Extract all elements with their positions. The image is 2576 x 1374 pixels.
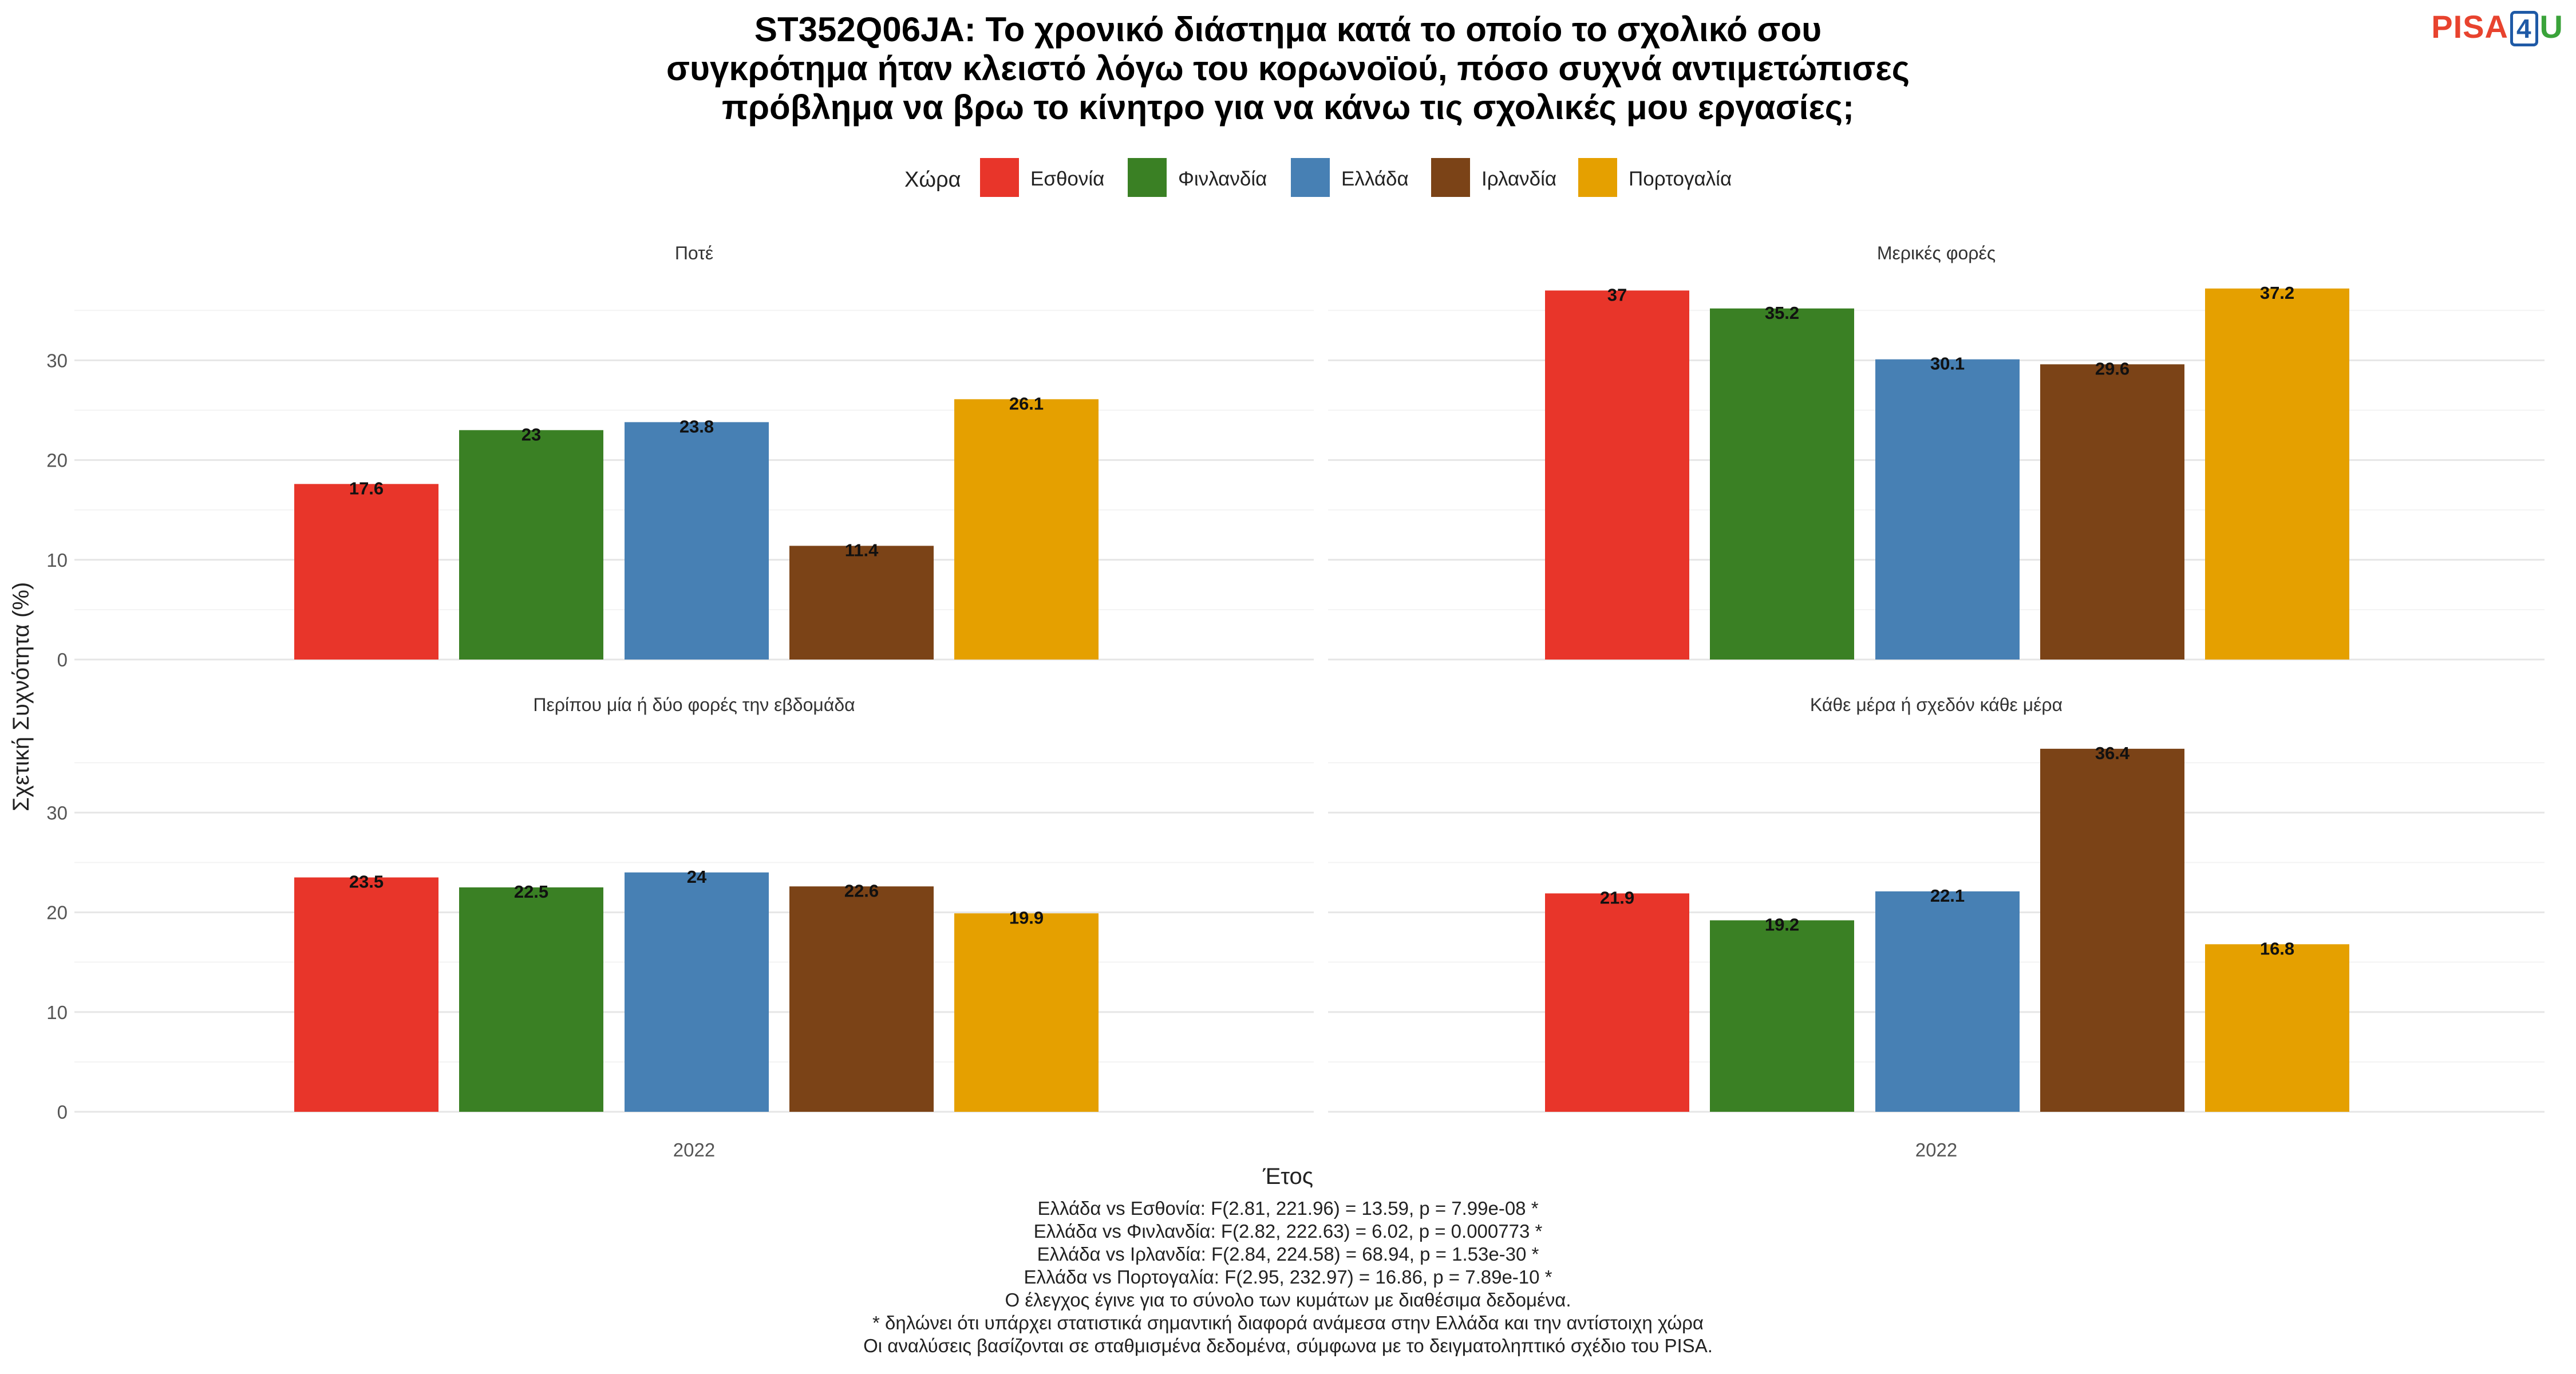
brand-middle: 4 [2510, 11, 2538, 46]
bar-panel2-2 [1710, 308, 1854, 660]
data-label: 22.5 [514, 882, 548, 902]
bar-panel2-3 [1875, 359, 2020, 660]
data-label: 26.1 [1009, 393, 1044, 413]
x-axis-label: Έτος [1262, 1164, 1313, 1189]
bar-panel4-4 [2040, 748, 2184, 1112]
panel-title-1: Ποτέ [675, 243, 713, 263]
footnote-line: Οι αναλύσεις βασίζονται σε σταθμισμένα δ… [863, 1335, 1713, 1356]
x-tick-label: 2022 [1915, 1139, 1957, 1160]
legend-label-4: Ιρλανδία [1481, 168, 1556, 190]
chart-title-line: ST352Q06JA: Το χρονικό διάστημα κατά το … [754, 10, 1822, 49]
chart-title-line: συγκρότημα ήταν κλειστό λόγω του κορωνοϊ… [666, 49, 1910, 88]
bar-panel3-4 [789, 886, 934, 1112]
data-label: 24 [687, 867, 707, 887]
y-tick-label: 30 [46, 350, 68, 371]
chart-title-line: πρόβλημα να βρω το κίνητρο για να κάνω τ… [722, 88, 1854, 127]
legend-label-3: Ελλάδα [1341, 168, 1409, 190]
bar-panel2-1 [1545, 290, 1689, 660]
legend-label-5: Πορτογαλία [1629, 168, 1732, 190]
y-tick-label: 10 [46, 550, 68, 571]
bar-panel1-1 [294, 484, 438, 660]
y-tick-label: 30 [46, 802, 68, 823]
bar-panel1-4 [789, 546, 934, 660]
bar-panel3-1 [294, 877, 438, 1112]
bar-panel3-5 [954, 913, 1099, 1112]
data-label: 22.6 [844, 881, 879, 901]
data-label: 37 [1607, 285, 1627, 305]
data-label: 22.1 [1930, 886, 1965, 906]
panel-title-4: Κάθε μέρα ή σχεδόν κάθε μέρα [1810, 694, 2063, 715]
bar-panel1-3 [625, 422, 769, 660]
y-tick-label: 0 [57, 1101, 68, 1123]
footnote-line: Ελλάδα vs Ιρλανδία: F(2.84, 224.58) = 68… [1037, 1243, 1539, 1265]
legend-swatch-5 [1578, 158, 1617, 197]
footnote-line: Ελλάδα vs Φινλανδία: F(2.82, 222.63) = 6… [1034, 1221, 1543, 1242]
data-label: 11.4 [845, 540, 879, 560]
bar-panel2-4 [2040, 364, 2184, 660]
legend-swatch-3 [1291, 158, 1330, 197]
legend-title: Χώρα [904, 168, 961, 192]
data-label: 17.6 [349, 478, 384, 498]
data-label: 19.2 [1765, 915, 1799, 935]
x-tick-label: 2022 [673, 1139, 715, 1160]
legend-label-1: Εσθονία [1030, 168, 1104, 190]
data-label: 37.2 [2260, 283, 2294, 303]
pisa4u-logo: PISA 4 U [2431, 8, 2563, 46]
data-label: 23.8 [679, 416, 714, 436]
bar-panel4-1 [1545, 893, 1689, 1112]
data-label: 23 [521, 424, 541, 444]
footnote-line: Ελλάδα vs Εσθονία: F(2.81, 221.96) = 13.… [1037, 1198, 1538, 1219]
data-label: 36.4 [2095, 743, 2130, 763]
brand-right: U [2539, 9, 2563, 45]
data-label: 29.6 [2095, 358, 2129, 378]
data-label: 16.8 [2260, 938, 2294, 958]
bar-panel1-2 [459, 430, 603, 660]
y-tick-label: 20 [46, 450, 68, 471]
y-tick-label: 10 [46, 1002, 68, 1023]
legend-label-2: Φινλανδία [1178, 168, 1267, 190]
legend-swatch-1 [980, 158, 1019, 197]
y-tick-label: 0 [57, 649, 68, 670]
footnote-line: Ελλάδα vs Πορτογαλία: F(2.95, 232.97) = … [1024, 1266, 1552, 1288]
bar-panel1-5 [954, 399, 1099, 660]
footnote-line: * δηλώνει ότι υπάρχει στατιστικά σημαντι… [872, 1312, 1704, 1333]
data-label: 35.2 [1765, 303, 1799, 323]
legend-swatch-2 [1128, 158, 1167, 197]
data-label: 19.9 [1009, 907, 1044, 927]
y-axis-label: Σχετική Συχνότητα (%) [9, 582, 34, 812]
bar-panel4-5 [2205, 944, 2349, 1112]
bar-panel4-2 [1710, 920, 1854, 1112]
panel-title-3: Περίπου μία ή δύο φορές την εβδομάδα [533, 694, 855, 715]
bar-panel4-3 [1875, 891, 2020, 1112]
data-label: 30.1 [1930, 354, 1965, 374]
bar-panel3-3 [625, 872, 769, 1112]
data-label: 23.5 [349, 872, 384, 892]
bar-panel2-5 [2205, 288, 2349, 660]
footnote-line: Ο έλεγχος έγινε για το σύνολο των κυμάτω… [1005, 1289, 1571, 1310]
legend-swatch-4 [1431, 158, 1470, 197]
panel-title-2: Μερικές φορές [1877, 243, 1996, 263]
data-label: 21.9 [1600, 887, 1634, 907]
bar-panel3-2 [459, 887, 603, 1112]
brand-left: PISA [2431, 9, 2508, 45]
y-tick-label: 20 [46, 902, 68, 923]
